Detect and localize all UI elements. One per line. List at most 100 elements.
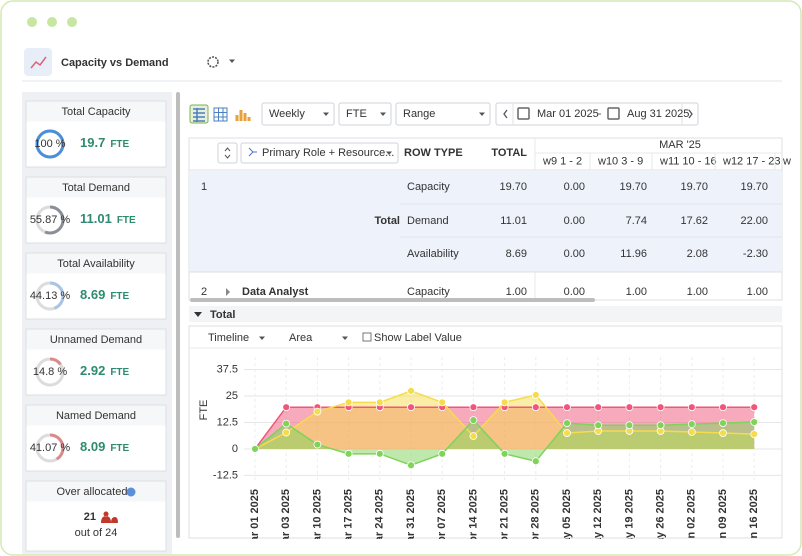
sort-button[interactable]	[217, 142, 238, 164]
summary-card-header	[26, 481, 166, 502]
group-by-dropdown[interactable]	[240, 142, 399, 164]
summary-value: 2.92 FTE	[80, 363, 130, 378]
data-point[interactable]	[531, 391, 540, 399]
data-point[interactable]	[407, 403, 415, 412]
sidebar-scrollbar	[176, 92, 180, 538]
cell-value: 22.00	[740, 215, 768, 227]
data-point[interactable]	[438, 449, 447, 458]
data-point[interactable]	[251, 445, 259, 453]
end-date: Aug 31 2025	[627, 108, 689, 120]
data-point[interactable]	[313, 407, 322, 416]
expand-toggle[interactable]	[226, 288, 230, 296]
data-point[interactable]	[500, 449, 509, 458]
dropdown[interactable]	[395, 102, 491, 126]
data-point[interactable]	[750, 403, 759, 412]
data-point[interactable]	[750, 418, 759, 426]
data-point[interactable]	[282, 403, 291, 412]
data-point[interactable]	[687, 403, 696, 412]
data-point[interactable]	[625, 403, 634, 412]
data-point[interactable]	[375, 398, 384, 407]
data-point[interactable]	[656, 421, 665, 430]
label-checkbox[interactable]	[362, 332, 372, 342]
calendar-icon	[607, 107, 620, 120]
chart-panel-bar	[189, 306, 782, 322]
x-tick-label: May 05 2025	[561, 489, 573, 553]
x-tick-label: May 12 2025	[592, 489, 604, 553]
y-tick-label: -12.5	[213, 469, 238, 481]
settings-caret	[229, 59, 235, 63]
cell-value: -2.30	[743, 248, 768, 260]
data-point[interactable]	[563, 429, 571, 437]
row-index: 1	[201, 181, 207, 193]
data-point[interactable]	[719, 419, 727, 428]
data-point[interactable]	[750, 430, 759, 439]
prev-button[interactable]	[503, 109, 508, 119]
sidebar	[22, 92, 172, 554]
dropdown-value: Range	[403, 108, 435, 120]
summary-unit: FTE	[117, 215, 136, 226]
data-point[interactable]	[594, 421, 603, 430]
x-tick-label: Apr 28 2025	[530, 489, 542, 551]
data-point[interactable]	[344, 449, 353, 458]
dropdown-caret	[323, 112, 329, 116]
window-dot	[67, 17, 77, 27]
data-point[interactable]	[438, 398, 447, 407]
x-tick-label: May 26 2025	[655, 489, 667, 553]
over-allocated-total: out of 24	[75, 527, 118, 539]
column-header: TOTAL	[491, 147, 527, 159]
window-dot	[47, 17, 57, 27]
data-point[interactable]	[719, 403, 727, 412]
data-point[interactable]	[282, 419, 291, 428]
dropdown[interactable]	[338, 102, 392, 126]
cell-value: 1.00	[506, 286, 527, 298]
data-point[interactable]	[282, 428, 291, 437]
dropdown-caret	[386, 151, 392, 155]
row-group-highlight	[190, 171, 782, 272]
summary-card-header	[26, 177, 166, 198]
data-point[interactable]	[500, 398, 509, 407]
data-point[interactable]	[563, 419, 571, 428]
data-point[interactable]	[469, 416, 478, 425]
settings-button[interactable]	[207, 56, 219, 68]
cell-value: 0.00	[564, 215, 585, 227]
collapse-toggle[interactable]	[194, 312, 202, 317]
dropdown-caret	[259, 336, 265, 340]
dropdown[interactable]	[261, 102, 335, 126]
week-header: w12 17 - 23	[722, 155, 780, 167]
data-point[interactable]	[625, 421, 634, 430]
view-toggle[interactable]	[212, 105, 230, 123]
dropdown-caret	[342, 336, 348, 340]
gauge-arc	[35, 433, 65, 463]
cell-value: 11.96	[620, 248, 647, 260]
data-point[interactable]	[407, 461, 415, 470]
header-icon	[24, 48, 52, 76]
gauge-label: 14.8 %	[33, 366, 67, 378]
data-point[interactable]	[687, 420, 696, 429]
view-select[interactable]: Timeline	[208, 332, 249, 344]
next-button[interactable]	[688, 109, 693, 119]
dropdown-value: FTE	[346, 108, 367, 120]
data-point[interactable]	[719, 429, 727, 437]
data-point[interactable]	[375, 449, 384, 458]
data-point[interactable]	[563, 403, 571, 412]
data-point[interactable]	[594, 403, 603, 412]
gauge-arc	[35, 205, 65, 235]
gauge-label: 44.13 %	[30, 290, 71, 302]
data-point[interactable]	[469, 403, 478, 412]
data-point[interactable]	[344, 398, 353, 407]
data-point[interactable]	[687, 428, 696, 436]
data-point[interactable]	[469, 432, 478, 440]
people-icon	[101, 511, 118, 523]
info-icon[interactable]	[126, 487, 136, 497]
sort-icon	[224, 147, 231, 159]
data-point[interactable]	[656, 403, 665, 412]
chart-type-select[interactable]: Area	[289, 332, 313, 344]
column-header: ROW TYPE	[404, 147, 463, 159]
data-point[interactable]	[531, 403, 540, 412]
summary-unit: FTE	[110, 443, 129, 454]
x-tick-label: May 19 2025	[623, 489, 635, 553]
week-header: w9 1 - 2	[542, 155, 582, 167]
data-point[interactable]	[531, 457, 540, 466]
data-point[interactable]	[407, 386, 415, 395]
data-point[interactable]	[313, 440, 322, 449]
